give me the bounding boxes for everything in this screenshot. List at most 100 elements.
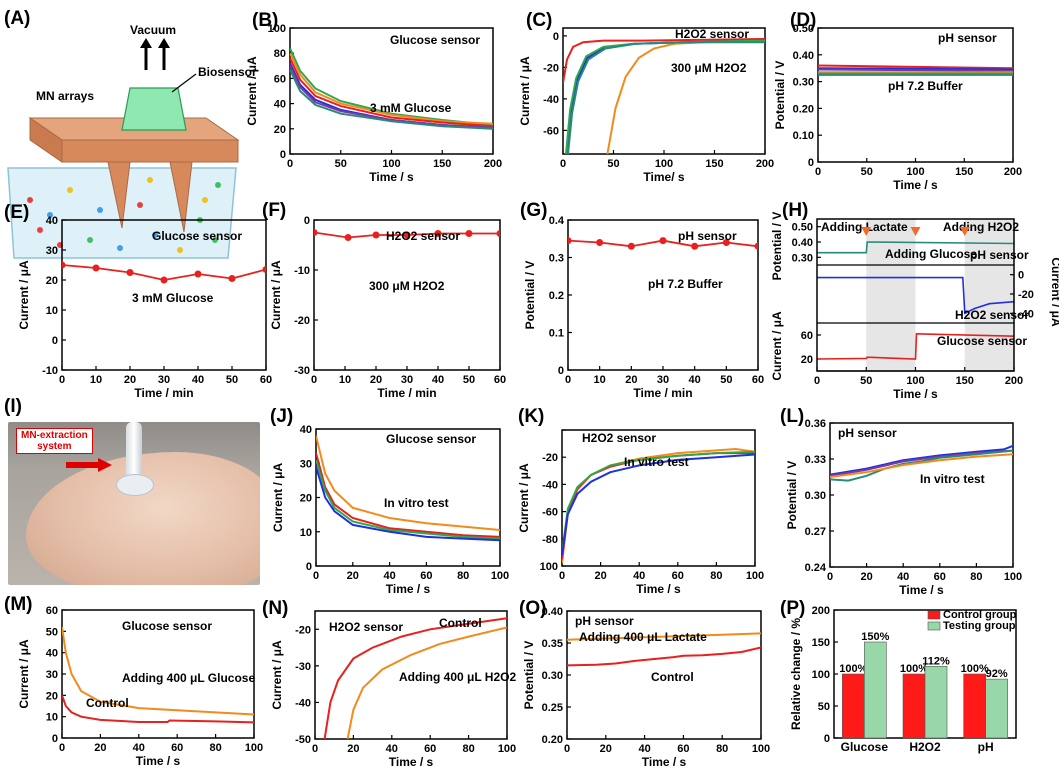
x-tick-label: 20 [860, 571, 872, 583]
x-tick-label: 20 [370, 374, 382, 386]
chart-D: 0 50 100 150 200 0 0.10 0.20 0.30 0.40 0.50 Time / … [773, 23, 1022, 192]
x-tick-label: 60 [677, 743, 689, 755]
series-label: Adding 400 μL H2O2 [399, 670, 516, 684]
x-tick-label: 200 [1004, 166, 1022, 178]
series-line [316, 459, 500, 540]
x-tick-label: 60 [424, 743, 436, 755]
y-tick-label: -20 [295, 624, 311, 636]
series-line [346, 626, 507, 739]
x-tick-label: 60 [934, 571, 946, 583]
legend-label: Testing group [943, 620, 1016, 632]
category-label: Glucose [841, 740, 889, 754]
series-line [818, 64, 1013, 70]
panel-letter: (C) [526, 10, 552, 31]
series-line [290, 57, 493, 128]
x-tick-label: 40 [192, 374, 204, 386]
x-tick-label: 20 [347, 570, 359, 582]
y-tick-label: 30 [46, 245, 58, 257]
bar-value-label: 150% [861, 631, 889, 643]
y-tick-label: 60 [801, 330, 813, 342]
y-axis-label: Potential / V [773, 61, 787, 130]
x-tick-label: 40 [386, 743, 398, 755]
x-tick-label: 200 [1005, 375, 1023, 387]
y-axis-label: Current / μA [517, 463, 531, 533]
chart-annotation: 300 μM H2O2 [369, 279, 445, 293]
molecule-dot [177, 247, 183, 253]
mn-array-front [61, 139, 239, 163]
x-tick-label: 10 [594, 374, 606, 386]
x-tick-label: 150 [705, 158, 723, 170]
panel-letter: (I) [4, 396, 22, 417]
y-tick-label: 20 [46, 275, 58, 287]
legend-swatch [927, 621, 941, 631]
x-axis-label: Time / s [386, 582, 431, 596]
series-line [830, 449, 1013, 482]
x-tick-label: 100 [906, 166, 924, 178]
molecule-dot [37, 227, 43, 233]
series-group [818, 64, 1013, 76]
y-tick-label: 40 [46, 215, 58, 227]
y-tick-label: -40 [295, 697, 311, 709]
chart-K: 0 20 40 60 80 100 -20 -40 -60 -80 100 Time / s Curre… [517, 429, 764, 596]
y-tick-label: -10 [42, 365, 58, 377]
series-group [62, 626, 254, 724]
series-line [290, 69, 493, 130]
series-label: Adding 400 μL Lactate [579, 630, 707, 644]
data-point [596, 239, 604, 246]
series-line [290, 65, 493, 129]
data-point [372, 231, 380, 239]
chart-title: Glucose sensor [152, 229, 242, 243]
x-tick-label: 0 [565, 374, 571, 386]
y-axis-label: Current / μA [270, 640, 284, 710]
bar-value-label: 100% [900, 663, 928, 675]
chart-title: pH sensor [938, 31, 997, 45]
molecule-dot [47, 212, 53, 218]
photo-label: MN-extraction system [16, 428, 93, 454]
y-tick-label: -50 [295, 734, 311, 746]
x-axis-label: Time / s [369, 170, 414, 184]
chart-N: 0 20 40 60 80 100 -20 -30 -40 -50 Time / s Current … [270, 610, 516, 769]
x-tick-label: 100 [498, 743, 516, 755]
x-tick-label: 100 [245, 742, 263, 754]
series-line [62, 694, 254, 724]
bar [902, 673, 926, 739]
chart-annotation: In vitro test [384, 496, 449, 510]
y-tick-label: 0.35 [542, 638, 563, 650]
photo-label-line2: system [37, 441, 72, 452]
chart-annotation: 3 mM Glucose [132, 291, 214, 305]
x-tick-label: 40 [689, 374, 701, 386]
data-point [434, 230, 442, 237]
panel-letter: (G) [520, 200, 547, 221]
bar-value-label: 100% [839, 663, 867, 675]
chart-annotation: 300 μM H2O2 [671, 61, 747, 75]
y-tick-label: 0 [52, 733, 58, 745]
series-line [830, 453, 1013, 478]
x-axis-label: Time / s [642, 755, 687, 769]
highlight-region [964, 219, 1014, 371]
x-tick-label: 80 [462, 743, 474, 755]
photo-label-line1: MN-extraction [21, 430, 88, 441]
molecule-dot [202, 197, 208, 203]
panel-letter: (F) [262, 200, 286, 221]
y-tick-label: -40 [1018, 308, 1034, 320]
event-annotation: Adding Glucose [885, 247, 977, 261]
series-label: Control [651, 670, 694, 684]
x-tick-label: 80 [457, 570, 469, 582]
data-point [403, 231, 411, 239]
vacuum-label: Vacuum [130, 23, 176, 37]
data-point [160, 276, 168, 284]
x-tick-label: 40 [897, 571, 909, 583]
y-tick-label: 80 [274, 48, 286, 60]
event-annotation: Adding H2O2 [943, 220, 1019, 234]
data-point [62, 261, 66, 269]
data-point [262, 266, 266, 273]
series-line [290, 47, 493, 126]
biosensor-block [121, 87, 187, 131]
y-axis-label: Relative change / % [789, 618, 803, 730]
series-line [567, 646, 761, 667]
y-tick-label: 0 [558, 365, 564, 377]
y-tick-label: 0.10 [793, 130, 814, 142]
